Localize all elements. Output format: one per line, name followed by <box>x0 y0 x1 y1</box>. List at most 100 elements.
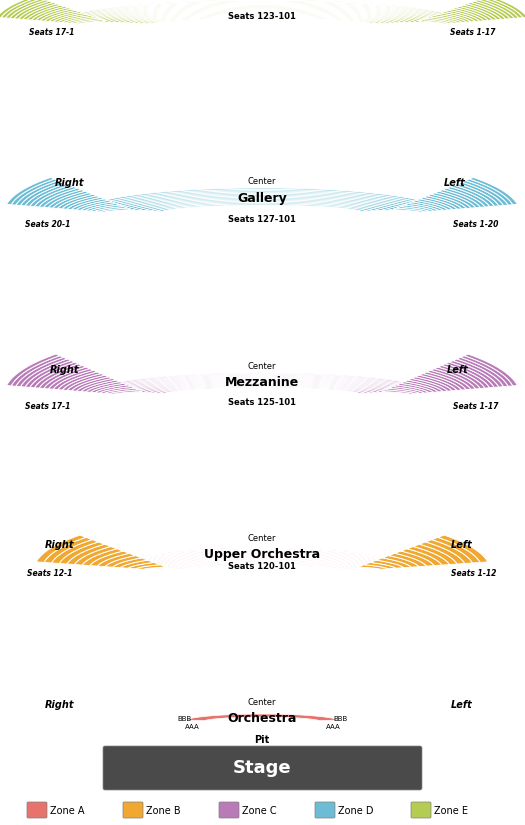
Polygon shape <box>48 369 93 389</box>
Polygon shape <box>83 188 441 208</box>
Polygon shape <box>44 367 90 389</box>
Polygon shape <box>385 388 420 394</box>
Text: Left: Left <box>447 365 469 375</box>
Polygon shape <box>466 179 513 205</box>
Polygon shape <box>71 199 108 210</box>
Polygon shape <box>108 9 417 22</box>
Polygon shape <box>98 7 426 22</box>
Polygon shape <box>401 382 438 393</box>
Polygon shape <box>427 370 471 389</box>
Polygon shape <box>120 560 154 568</box>
Polygon shape <box>176 563 348 568</box>
Text: Seats 125-101: Seats 125-101 <box>228 398 296 407</box>
Polygon shape <box>416 199 453 210</box>
Polygon shape <box>401 549 442 566</box>
Polygon shape <box>397 206 429 212</box>
Polygon shape <box>370 560 404 568</box>
Polygon shape <box>70 18 101 24</box>
Polygon shape <box>117 11 407 22</box>
Polygon shape <box>132 13 392 23</box>
Polygon shape <box>99 208 131 212</box>
Text: Seats 123-101: Seats 123-101 <box>228 12 296 21</box>
Polygon shape <box>168 560 356 568</box>
Polygon shape <box>460 356 513 386</box>
FancyBboxPatch shape <box>411 802 431 818</box>
FancyBboxPatch shape <box>103 746 422 790</box>
Polygon shape <box>95 385 131 393</box>
Polygon shape <box>383 555 419 568</box>
Text: Seats 20-1: Seats 20-1 <box>25 220 71 229</box>
Text: Center: Center <box>248 534 276 543</box>
Text: Right: Right <box>55 178 85 188</box>
Polygon shape <box>109 389 142 394</box>
Polygon shape <box>128 563 160 568</box>
Text: BBB: BBB <box>333 716 347 722</box>
Polygon shape <box>144 201 380 211</box>
Polygon shape <box>139 553 385 566</box>
Polygon shape <box>62 196 100 210</box>
Polygon shape <box>67 375 109 391</box>
Polygon shape <box>419 20 449 24</box>
Polygon shape <box>83 4 441 21</box>
Polygon shape <box>419 374 461 390</box>
Polygon shape <box>441 12 476 21</box>
Text: Left: Left <box>444 178 466 188</box>
Polygon shape <box>478 0 519 18</box>
Polygon shape <box>475 0 514 19</box>
Polygon shape <box>82 549 123 566</box>
Polygon shape <box>412 200 448 210</box>
Polygon shape <box>460 5 497 20</box>
Polygon shape <box>23 4 61 20</box>
Polygon shape <box>382 389 415 394</box>
Polygon shape <box>423 372 466 390</box>
Polygon shape <box>119 548 406 565</box>
Polygon shape <box>408 379 448 392</box>
Polygon shape <box>44 537 92 563</box>
Polygon shape <box>61 16 94 23</box>
FancyBboxPatch shape <box>219 802 239 818</box>
Polygon shape <box>471 1 510 19</box>
Polygon shape <box>174 562 350 568</box>
Polygon shape <box>412 377 453 391</box>
Polygon shape <box>395 551 434 566</box>
Polygon shape <box>142 554 382 566</box>
Text: Upper Orchestra: Upper Orchestra <box>204 548 320 561</box>
Polygon shape <box>446 362 494 388</box>
Polygon shape <box>124 549 400 565</box>
Polygon shape <box>407 546 449 565</box>
Polygon shape <box>458 182 503 206</box>
Polygon shape <box>397 384 434 393</box>
Polygon shape <box>137 14 387 23</box>
Polygon shape <box>58 0 466 21</box>
Text: Zone E: Zone E <box>434 806 468 816</box>
Polygon shape <box>364 563 396 568</box>
Text: Seats 120-101: Seats 120-101 <box>228 562 296 571</box>
Polygon shape <box>120 196 404 210</box>
Polygon shape <box>462 181 508 205</box>
Polygon shape <box>416 375 457 391</box>
Polygon shape <box>434 14 467 22</box>
Polygon shape <box>449 361 499 388</box>
Polygon shape <box>18 2 57 20</box>
Text: Left: Left <box>451 700 473 710</box>
Polygon shape <box>39 188 81 207</box>
Polygon shape <box>20 182 66 206</box>
Polygon shape <box>457 357 508 387</box>
Polygon shape <box>390 387 425 394</box>
Text: Pit: Pit <box>255 735 270 745</box>
Polygon shape <box>165 559 359 568</box>
Polygon shape <box>0 0 38 17</box>
Text: Right: Right <box>45 700 75 710</box>
Polygon shape <box>14 1 53 19</box>
Polygon shape <box>443 188 485 207</box>
Polygon shape <box>133 552 391 566</box>
Polygon shape <box>437 13 471 22</box>
Polygon shape <box>86 382 123 393</box>
Polygon shape <box>90 205 123 211</box>
Polygon shape <box>464 4 501 20</box>
Polygon shape <box>6 354 60 386</box>
Polygon shape <box>57 14 90 22</box>
Polygon shape <box>58 372 101 390</box>
Text: Stage: Stage <box>233 759 291 777</box>
Polygon shape <box>439 190 480 208</box>
